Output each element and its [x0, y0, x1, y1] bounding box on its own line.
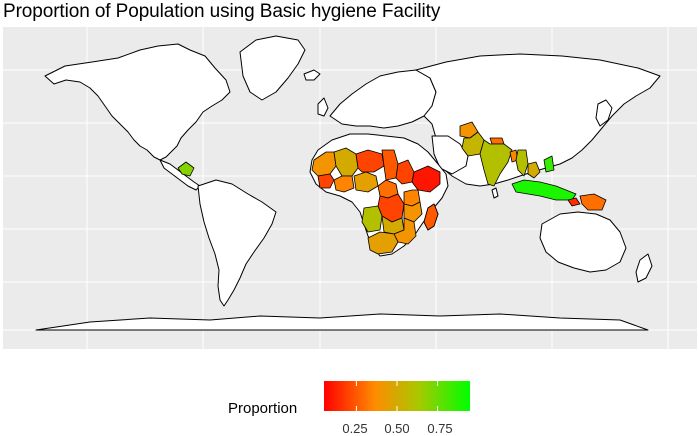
country-philippines	[543, 155, 555, 173]
country-niger	[355, 149, 385, 173]
legend-tick-marks	[355, 381, 439, 411]
country-south-africa	[367, 231, 399, 255]
country-papua-new-guinea	[579, 193, 607, 211]
map-title: Proportion of Population using Basic hyg…	[3, 1, 441, 22]
country-west-africa-coast	[333, 175, 355, 193]
country-guinea-sierra-leone	[317, 173, 335, 189]
country-timor-leste	[567, 197, 581, 207]
country-laos-cambodia	[527, 161, 541, 179]
country-myanmar	[515, 149, 529, 177]
greenland	[239, 35, 306, 101]
country-ethiopia	[411, 165, 441, 193]
country-sudan	[395, 159, 415, 185]
country-madagascar	[423, 203, 439, 231]
legend-tick-label: 0.75	[427, 421, 453, 436]
north-america	[44, 43, 231, 161]
country-zimbabwe-mozambique	[393, 217, 417, 245]
legend-tick-label: 0.25	[342, 421, 368, 436]
data-countries	[177, 121, 607, 255]
country-indonesia	[511, 179, 577, 201]
antarctica	[35, 313, 649, 331]
country-india	[479, 139, 513, 187]
uk	[317, 97, 329, 117]
country-guatemala-honduras	[177, 161, 195, 177]
country-nepal	[489, 137, 505, 145]
legend-tick-label: 0.50	[384, 421, 410, 436]
arabian-peninsula	[431, 135, 469, 175]
sri-lanka	[491, 187, 499, 199]
new-zealand	[635, 253, 653, 283]
japan	[595, 99, 613, 127]
iceland	[303, 69, 321, 81]
australia	[539, 211, 627, 273]
legend-title: Proportion	[228, 400, 298, 417]
south-america	[197, 179, 277, 307]
country-mauritania-senegal	[311, 151, 337, 177]
country-angola	[361, 205, 383, 233]
